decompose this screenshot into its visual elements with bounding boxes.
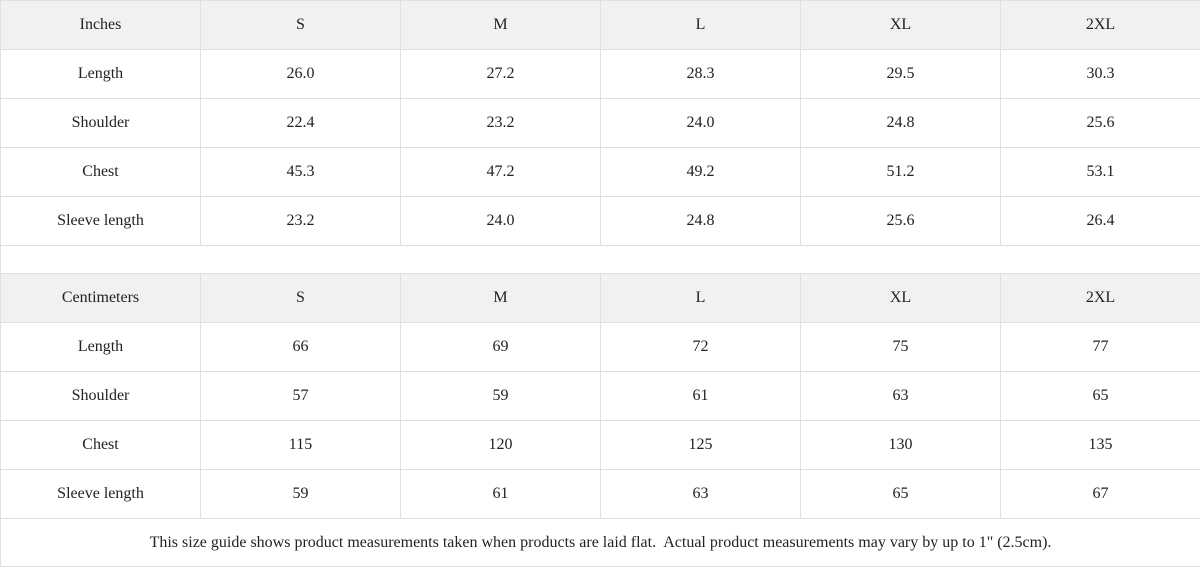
cell-value: 24.8 <box>600 196 801 246</box>
cell-value: 47.2 <box>400 147 601 197</box>
cell-value: 59 <box>400 371 601 421</box>
cell-value: 63 <box>600 469 801 519</box>
cell-value: 75 <box>800 322 1001 372</box>
cell-value: 65 <box>800 469 1001 519</box>
cell-value: 29.5 <box>800 49 1001 99</box>
cell-value: 135 <box>1000 420 1200 470</box>
spacer-row <box>0 245 1200 274</box>
cell-value: 77 <box>1000 322 1200 372</box>
cell-value: 23.2 <box>200 196 401 246</box>
cell-value: 61 <box>600 371 801 421</box>
spacer-cell <box>0 245 1200 274</box>
size-header-2xl: 2XL <box>1000 0 1200 50</box>
cell-value: 26.4 <box>1000 196 1200 246</box>
cell-value: 53.1 <box>1000 147 1200 197</box>
cell-value: 51.2 <box>800 147 1001 197</box>
row-label-sleeve-cm: Sleeve length <box>0 469 201 519</box>
size-guide-table: Inches S M L XL 2XL Length 26.0 27.2 28.… <box>0 0 1200 567</box>
cell-value: 22.4 <box>200 98 401 148</box>
cell-value: 57 <box>200 371 401 421</box>
unit-header-inches: Inches <box>0 0 201 50</box>
cell-value: 45.3 <box>200 147 401 197</box>
cell-value: 28.3 <box>600 49 801 99</box>
centimeters-header-row: Centimeters S M L XL 2XL <box>0 273 1200 323</box>
cell-value: 67 <box>1000 469 1200 519</box>
cell-value: 27.2 <box>400 49 601 99</box>
cell-value: 65 <box>1000 371 1200 421</box>
cell-value: 23.2 <box>400 98 601 148</box>
size-header-s: S <box>200 0 401 50</box>
cell-value: 63 <box>800 371 1001 421</box>
table-row: Chest 115 120 125 130 135 <box>0 420 1200 470</box>
row-label-length-in: Length <box>0 49 201 99</box>
footnote-text: This size guide shows product measuremen… <box>0 518 1200 567</box>
row-label-shoulder-in: Shoulder <box>0 98 201 148</box>
cell-value: 72 <box>600 322 801 372</box>
cell-value: 125 <box>600 420 801 470</box>
row-label-length-cm: Length <box>0 322 201 372</box>
cell-value: 49.2 <box>600 147 801 197</box>
table-row: Length 26.0 27.2 28.3 29.5 30.3 <box>0 49 1200 99</box>
table-row: Length 66 69 72 75 77 <box>0 322 1200 372</box>
row-label-chest-in: Chest <box>0 147 201 197</box>
inches-header-row: Inches S M L XL 2XL <box>0 0 1200 50</box>
cell-value: 66 <box>200 322 401 372</box>
row-label-chest-cm: Chest <box>0 420 201 470</box>
cell-value: 30.3 <box>1000 49 1200 99</box>
unit-header-centimeters: Centimeters <box>0 273 201 323</box>
cell-value: 130 <box>800 420 1001 470</box>
size-header-m: M <box>400 273 601 323</box>
row-label-sleeve-in: Sleeve length <box>0 196 201 246</box>
cell-value: 59 <box>200 469 401 519</box>
cell-value: 25.6 <box>1000 98 1200 148</box>
size-header-m: M <box>400 0 601 50</box>
footnote-row: This size guide shows product measuremen… <box>0 518 1200 567</box>
cell-value: 61 <box>400 469 601 519</box>
cell-value: 25.6 <box>800 196 1001 246</box>
cell-value: 69 <box>400 322 601 372</box>
size-header-2xl: 2XL <box>1000 273 1200 323</box>
table-row: Chest 45.3 47.2 49.2 51.2 53.1 <box>0 147 1200 197</box>
cell-value: 24.0 <box>400 196 601 246</box>
size-header-xl: XL <box>800 273 1001 323</box>
size-header-l: L <box>600 0 801 50</box>
size-header-s: S <box>200 273 401 323</box>
cell-value: 120 <box>400 420 601 470</box>
table-row: Sleeve length 23.2 24.0 24.8 25.6 26.4 <box>0 196 1200 246</box>
table-row: Shoulder 57 59 61 63 65 <box>0 371 1200 421</box>
cell-value: 115 <box>200 420 401 470</box>
size-header-xl: XL <box>800 0 1001 50</box>
table-row: Sleeve length 59 61 63 65 67 <box>0 469 1200 519</box>
size-header-l: L <box>600 273 801 323</box>
cell-value: 24.0 <box>600 98 801 148</box>
cell-value: 24.8 <box>800 98 1001 148</box>
cell-value: 26.0 <box>200 49 401 99</box>
row-label-shoulder-cm: Shoulder <box>0 371 201 421</box>
table-row: Shoulder 22.4 23.2 24.0 24.8 25.6 <box>0 98 1200 148</box>
